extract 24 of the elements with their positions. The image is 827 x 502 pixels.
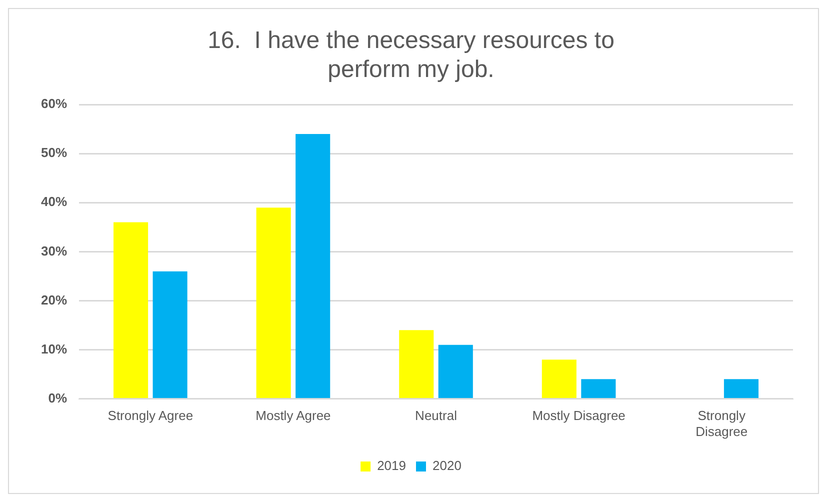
x-tick-label: Strongly Agree <box>108 408 194 424</box>
legend-label: 2020 <box>432 458 462 474</box>
bar <box>256 208 291 398</box>
bar <box>152 271 188 398</box>
y-tick-label: 0% <box>48 390 68 406</box>
y-tick-label: 30% <box>40 243 68 258</box>
x-tick-label: Mostly Agree <box>256 408 331 424</box>
bar <box>438 344 473 398</box>
y-tick-label: 10% <box>40 341 68 356</box>
bar <box>581 379 616 398</box>
bar <box>724 379 759 398</box>
y-tick-label: 20% <box>40 292 68 308</box>
bar <box>114 222 148 398</box>
y-tick-label: 50% <box>40 145 68 160</box>
bar <box>399 330 434 398</box>
y-tick-label: 40% <box>40 194 68 210</box>
x-tick-label: Strongly Disagree <box>696 408 748 439</box>
legend-label: 2019 <box>377 458 406 474</box>
x-tick-label: Neutral <box>415 408 458 424</box>
bar <box>296 134 330 398</box>
y-tick-label: 60% <box>40 96 68 112</box>
bar <box>542 360 576 398</box>
chart-title: 16. I have the necessary resources to perform my job. <box>208 27 614 83</box>
x-tick-label: Mostly Disagree <box>532 408 626 424</box>
